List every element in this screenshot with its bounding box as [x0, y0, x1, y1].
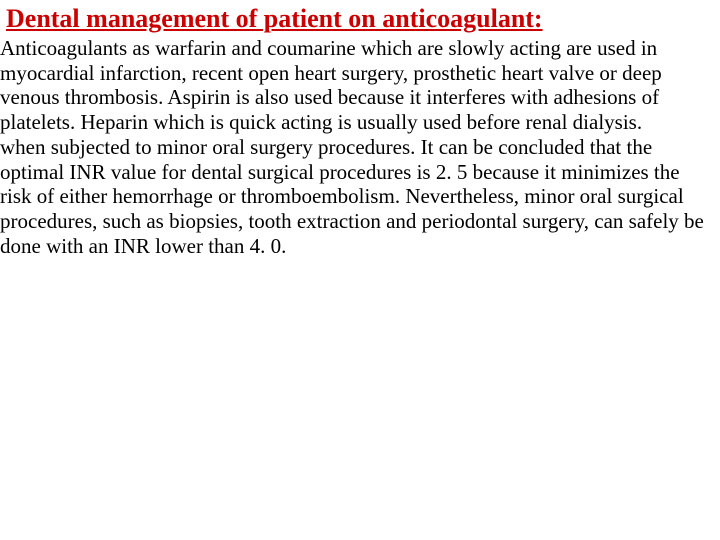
slide-title: Dental management of patient on anticoag… — [6, 4, 720, 34]
slide-body-text: Anticoagulants as warfarin and coumarine… — [0, 36, 720, 259]
slide-page: Dental management of patient on anticoag… — [0, 0, 720, 540]
